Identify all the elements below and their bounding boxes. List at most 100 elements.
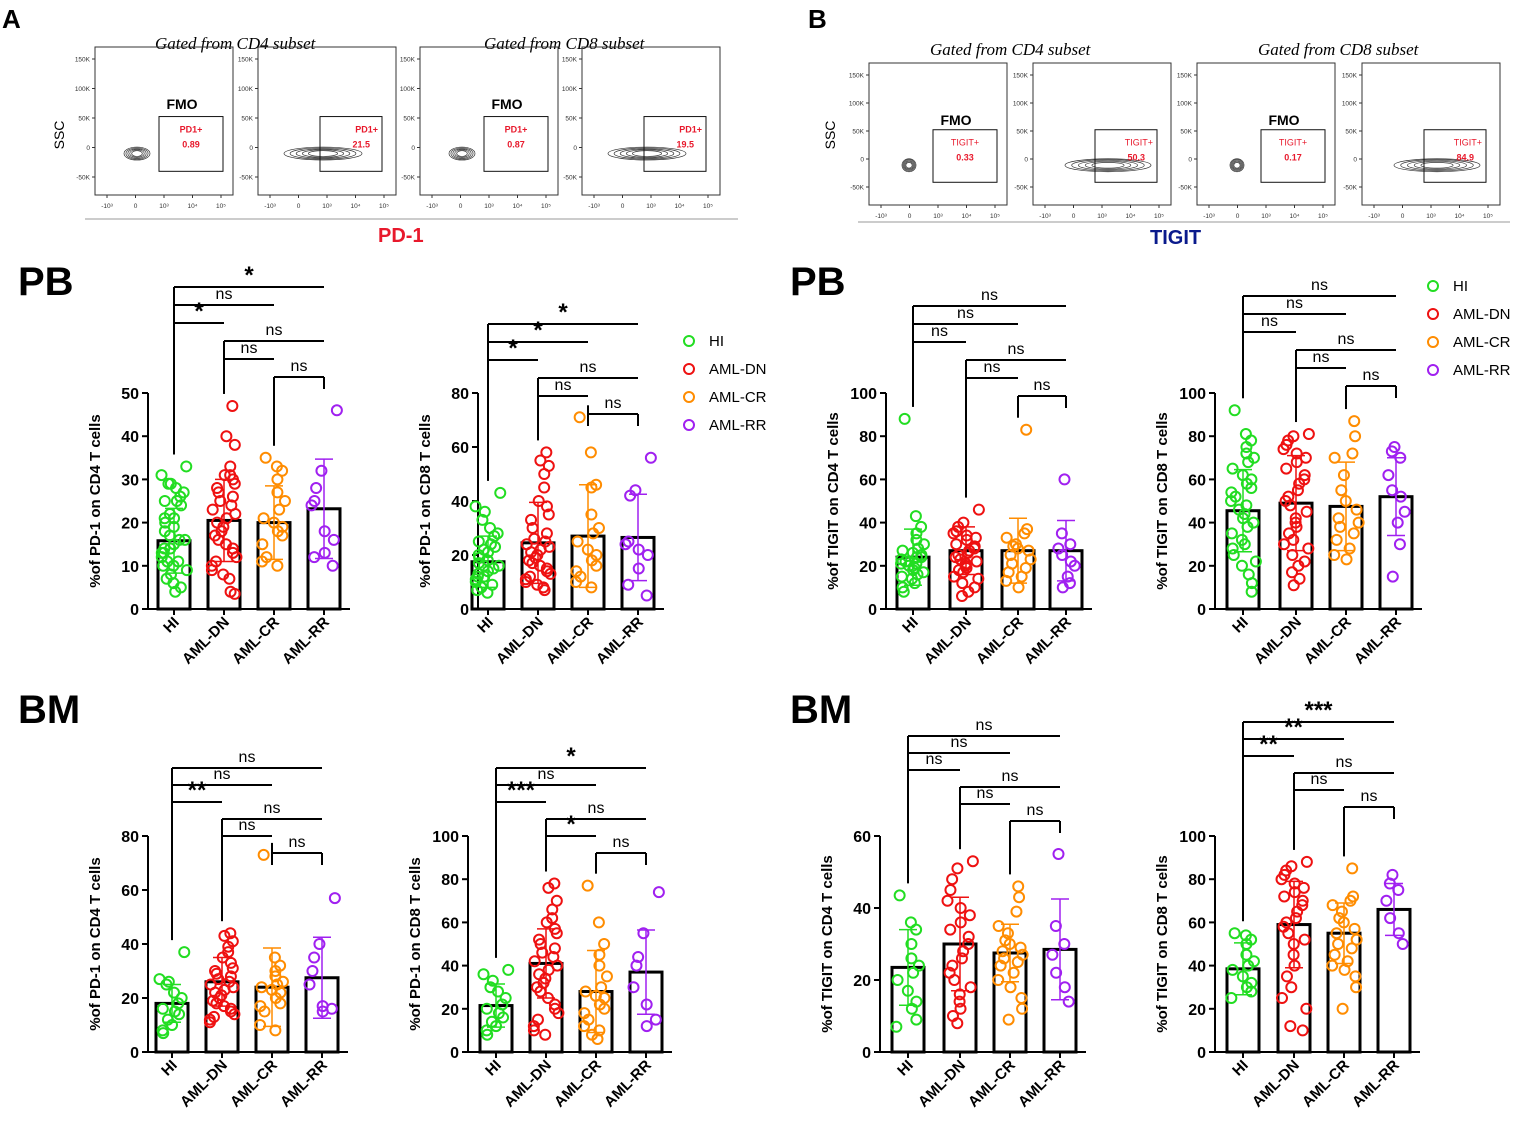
y-axis-label: %of PD-1 on CD4 T cells (87, 414, 104, 587)
panel-letter-b: B (808, 4, 827, 34)
significance-label: * (566, 811, 576, 838)
significance-label: ns (1313, 349, 1330, 366)
y-tick-label: 80 (859, 429, 877, 446)
flow-plot-frame (94, 46, 234, 196)
data-point (525, 513, 538, 526)
data-point (905, 952, 918, 965)
x-tick-label: AML-RR (593, 614, 647, 668)
x-tick-label: AML-CR (551, 1057, 605, 1111)
data-point (258, 1005, 271, 1018)
x-tick-label: HI (899, 614, 922, 637)
significance-label: ns (1286, 295, 1303, 312)
data-point (946, 959, 959, 972)
data-point (1352, 516, 1365, 529)
legend-marker (1427, 308, 1439, 320)
flow-plot: 150K 100K 50K 0 -50K -10³ 0 10³ 10⁴ 10⁵ PD1+ 0.89 FM… (75, 46, 234, 210)
y-tick-label: 20 (853, 973, 871, 990)
x-tick-label: HI (158, 1057, 181, 1080)
data-point (908, 577, 921, 590)
data-point (1332, 512, 1345, 525)
data-point (1249, 555, 1262, 568)
flow-x-tick-label: -10³ (264, 203, 276, 210)
data-point (1055, 527, 1068, 540)
data-point (1302, 428, 1315, 441)
data-point (1296, 894, 1309, 907)
data-point (905, 938, 918, 950)
data-point (256, 555, 269, 568)
data-point (1226, 542, 1239, 555)
data-point (274, 997, 287, 1010)
significance-label: ns (1034, 377, 1051, 394)
legend-label: HI (1453, 277, 1468, 295)
data-point (1346, 862, 1359, 875)
data-point (178, 533, 191, 546)
data-point (1061, 570, 1074, 583)
y-tick-label: 20 (121, 516, 139, 533)
data-point (534, 454, 547, 467)
flow-x-tick-label: 10⁵ (541, 203, 551, 210)
flow-plot-frame (1032, 62, 1172, 206)
y-tick-label: 0 (868, 602, 877, 619)
flow-x-tick-label: 10⁴ (674, 203, 684, 210)
y-tick-label: 60 (853, 829, 871, 846)
data-point (1235, 559, 1248, 572)
y-tick-label: 20 (1188, 559, 1206, 576)
flow-gate-value: 0.33 (956, 153, 974, 163)
significance-label: *** (507, 777, 536, 804)
significance-label: ns (1311, 277, 1328, 294)
data-point (581, 879, 594, 892)
flow-x-tick-label: 10⁵ (216, 203, 226, 210)
data-point (941, 894, 954, 907)
data-point (476, 513, 489, 526)
data-point (224, 460, 237, 473)
flow-gate-label: TIGIT+ (1125, 138, 1153, 148)
flow-population-contour (905, 161, 913, 169)
flow-x-tick-label: -10³ (1203, 213, 1215, 220)
data-point (228, 438, 241, 451)
significance-label: ns (538, 766, 555, 783)
x-tick-label: AML-CR (543, 614, 597, 668)
significance-label: ns (1363, 367, 1380, 384)
y-tick-label: 40 (859, 516, 877, 533)
flow-y-tick-label: 50K (565, 116, 577, 123)
flow-plot: 150K 100K 50K 0 -50K -10³ 0 10³ 10⁴ 10⁵ PD1+ 19.5 (562, 46, 721, 210)
data-point (1280, 462, 1293, 475)
data-point (1350, 503, 1363, 516)
y-tick-label: 20 (859, 559, 877, 576)
flow-y-tick-label: 100K (1342, 101, 1358, 108)
data-point (1298, 469, 1311, 482)
significance-label: ns (931, 323, 948, 340)
data-point (1300, 855, 1313, 868)
x-tick-label: AML-RR (1015, 1057, 1069, 1111)
data-point (540, 500, 553, 513)
flow-x-tick-label: 10³ (1261, 213, 1271, 220)
data-point (1052, 848, 1065, 860)
data-point (205, 559, 218, 572)
flow-gate-label: TIGIT+ (951, 138, 979, 148)
data-point (890, 1020, 903, 1033)
data-point (480, 1002, 493, 1015)
data-point (624, 489, 637, 502)
flow-y-tick-label: 50K (1345, 129, 1357, 136)
significance-label: ns (613, 834, 630, 851)
data-point (1018, 527, 1031, 540)
flow-population-contour (129, 149, 145, 158)
data-point (539, 1028, 552, 1041)
data-point (1335, 905, 1348, 918)
data-point (481, 1028, 494, 1041)
flow-y-tick-label: 0 (1024, 157, 1028, 164)
y-tick-label: 40 (853, 901, 871, 918)
data-point (310, 482, 323, 495)
flow-gate (1094, 129, 1158, 183)
significance-label: ns (981, 287, 998, 304)
y-tick-label: 40 (121, 429, 139, 446)
data-point (222, 940, 235, 953)
data-point (953, 995, 966, 1008)
flow-y-tick-label: 50K (241, 116, 253, 123)
y-tick-label: 20 (451, 548, 469, 565)
flow-population-contour (123, 146, 151, 161)
legend-label: AML-CR (709, 388, 767, 406)
data-point (491, 527, 504, 540)
